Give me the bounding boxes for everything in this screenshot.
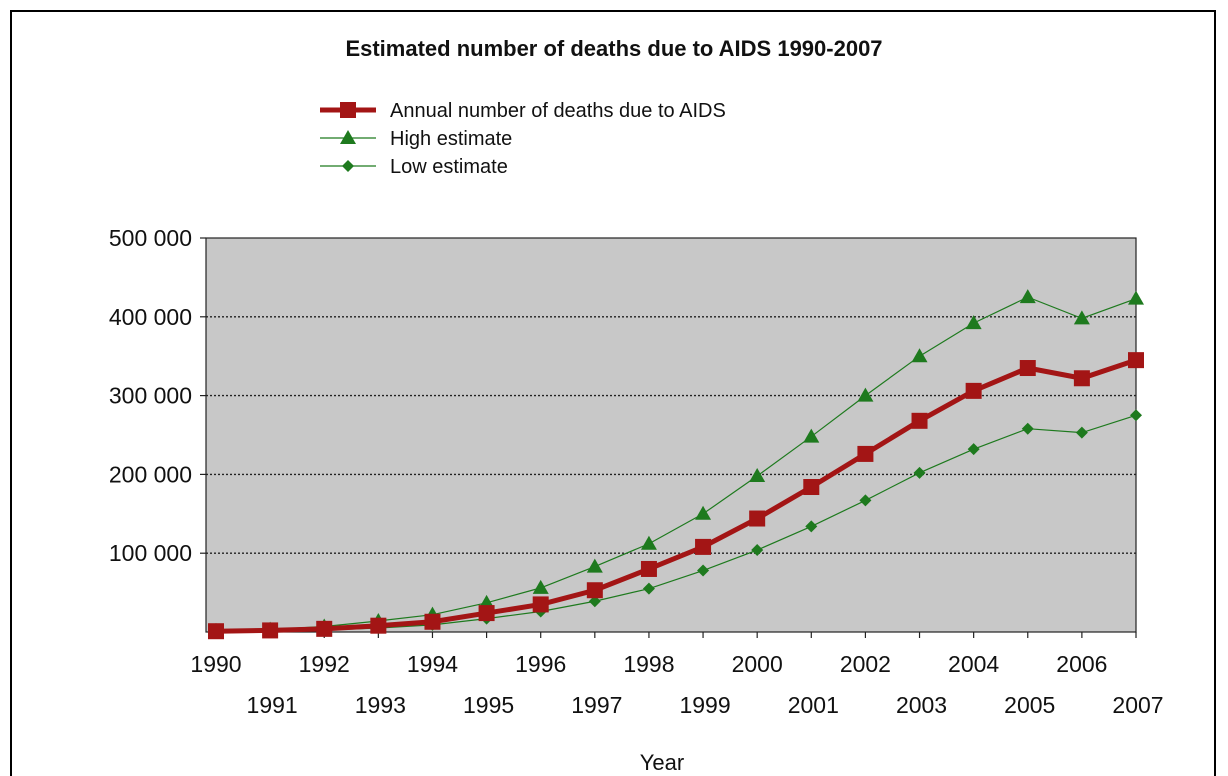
data-point: [965, 382, 982, 399]
legend-label: High estimate: [390, 128, 512, 150]
y-tick-label: 100 000: [109, 540, 192, 566]
data-point: [1128, 352, 1144, 369]
data-point: [262, 622, 279, 639]
data-point: [1128, 290, 1144, 305]
x-tick-label: 2001: [788, 692, 839, 718]
x-tick-label: 1995: [463, 692, 514, 718]
data-point: [1130, 409, 1142, 422]
data-point: [532, 579, 549, 594]
x-tick-label: 2004: [948, 651, 999, 677]
x-tick-label: 1992: [299, 651, 350, 677]
legend-label: Low estimate: [390, 156, 508, 178]
x-tick-label: 1999: [679, 692, 730, 718]
data-point: [695, 505, 712, 520]
data-point: [913, 466, 926, 479]
data-point: [805, 520, 818, 533]
data-point: [1019, 360, 1036, 377]
x-tick-label: 1991: [247, 692, 298, 718]
data-point: [1019, 289, 1036, 304]
data-point: [642, 582, 655, 595]
x-tick-label: 1993: [355, 692, 406, 718]
y-tick-label: 400 000: [109, 304, 192, 330]
x-tick-label: 1998: [623, 651, 674, 677]
chart-frame: [10, 10, 1216, 776]
data-point: [370, 617, 387, 634]
data-point: [749, 467, 766, 482]
data-point: [586, 582, 603, 599]
x-tick-label: 2003: [896, 692, 947, 718]
data-point: [1073, 310, 1090, 325]
data-point: [1073, 370, 1090, 387]
x-tick-label: 2006: [1056, 651, 1107, 677]
data-point: [803, 428, 820, 443]
x-tick-label: 2007: [1112, 692, 1163, 718]
x-tick-label: 2000: [732, 651, 783, 677]
plot-area: [205, 237, 1137, 633]
data-point: [640, 535, 657, 550]
data-point: [967, 443, 980, 456]
data-point: [588, 595, 601, 608]
chart-title: Estimated number of deaths due to AIDS 1…: [345, 36, 882, 61]
data-point: [749, 510, 766, 527]
data-point: [859, 494, 872, 507]
data-point: [697, 564, 710, 577]
grid-lines: [206, 316, 1136, 554]
series-group: [208, 289, 1144, 640]
x-tick-label: 1994: [407, 651, 458, 677]
data-point: [857, 387, 874, 402]
data-point: [1021, 422, 1034, 435]
data-point: [586, 558, 603, 573]
legend-marker: [340, 102, 356, 118]
data-point: [857, 445, 874, 462]
data-point: [911, 348, 928, 363]
data-point: [424, 613, 441, 630]
series-line: [215, 296, 1137, 632]
data-point: [478, 605, 495, 622]
y-tick-label: 300 000: [109, 383, 192, 409]
x-tick-label: 1996: [515, 651, 566, 677]
data-point: [751, 544, 764, 557]
x-tick-label: 2005: [1004, 692, 1055, 718]
x-axis-label: Year: [640, 750, 684, 775]
data-point: [803, 479, 820, 496]
series-line: [215, 357, 1137, 634]
y-tick-label: 500 000: [109, 225, 192, 251]
x-tick-label: 1990: [190, 651, 241, 677]
data-point: [911, 412, 928, 429]
data-point: [532, 596, 549, 613]
data-point: [965, 315, 982, 330]
data-point: [1075, 426, 1088, 439]
legend: Annual number of deaths due to AIDS High …: [320, 100, 726, 178]
legend-marker: [342, 160, 354, 172]
data-point: [640, 560, 657, 577]
x-tick-label: 2002: [840, 651, 891, 677]
legend-label: Annual number of deaths due to AIDS: [390, 100, 726, 122]
x-tick-label: 1997: [571, 692, 622, 718]
y-tick-label: 200 000: [109, 461, 192, 487]
data-point: [316, 620, 333, 637]
data-point: [695, 538, 712, 555]
data-point: [208, 623, 224, 640]
legend-marker: [340, 130, 356, 144]
